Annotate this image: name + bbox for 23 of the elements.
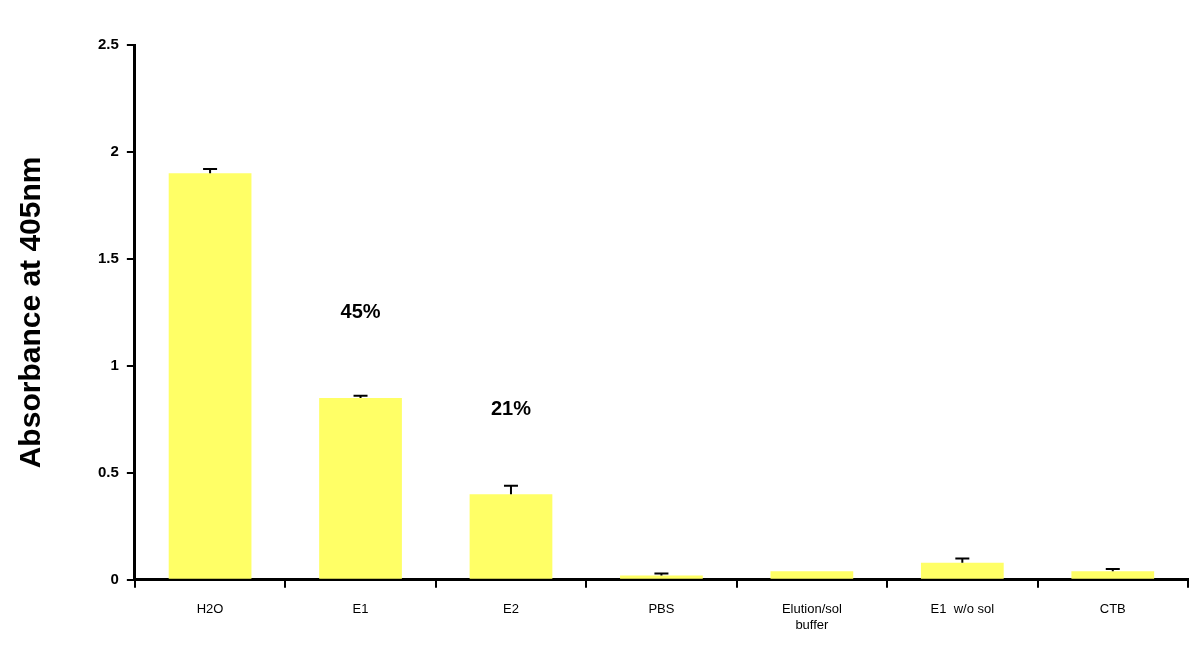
y-tick-label: 1 <box>110 356 119 374</box>
annotation: 45% <box>340 300 381 323</box>
x-tick-label: E1 <box>352 601 369 617</box>
x-tick-label: CTB <box>1099 601 1126 617</box>
annotation: 21% <box>490 396 532 419</box>
x-tick-label: E1 w/o sol <box>930 601 995 617</box>
bar <box>469 494 553 579</box>
bar <box>168 173 252 579</box>
y-tick-label: 2.5 <box>97 35 119 53</box>
bar <box>1071 571 1155 579</box>
x-tick-label: PBS <box>648 601 675 617</box>
y-tick-label: 0.5 <box>97 462 119 480</box>
y-tick-label: 1.5 <box>97 249 119 267</box>
y-tick-label: 2 <box>110 142 119 160</box>
bar <box>620 575 703 579</box>
x-tick-label: Elution/sol buffer <box>781 601 842 632</box>
x-tick-label: H2O <box>196 601 224 617</box>
bar <box>920 562 1004 579</box>
bar <box>770 571 854 579</box>
bar <box>319 397 402 579</box>
y-tick-label: 0 <box>110 569 119 587</box>
y-axis-title: Absorbance at 405nm <box>13 156 47 469</box>
x-tick-label: E2 <box>503 601 519 617</box>
